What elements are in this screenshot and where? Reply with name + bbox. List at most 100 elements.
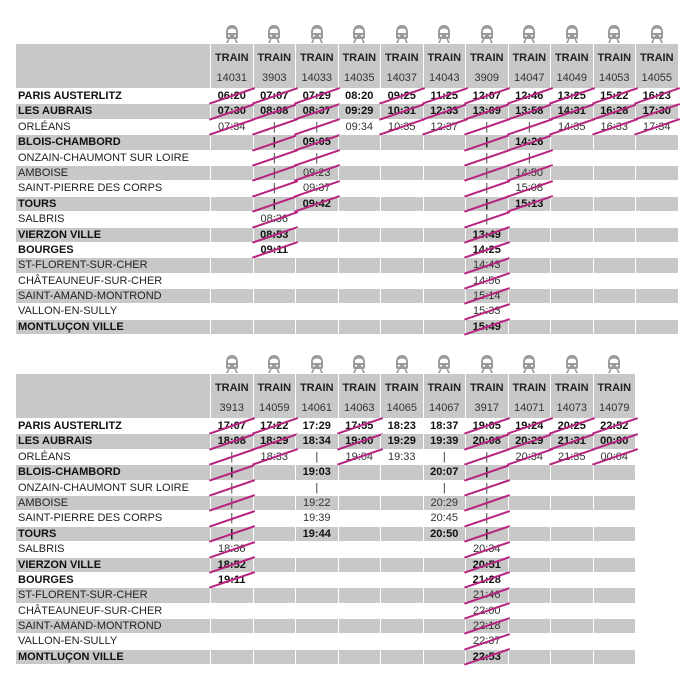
empty-cell [296,212,338,226]
empty-cell [509,604,551,618]
empty-cell [636,258,678,273]
cancelled-time-cell: 12:46 [509,89,551,103]
train-front-icon [466,352,508,373]
empty-cell [339,181,381,195]
train-front-icon [551,352,593,373]
empty-cell [296,227,338,242]
empty-cell [423,319,465,335]
empty-cell [339,634,381,648]
empty-cell [381,557,423,572]
time-cell: | [442,481,446,494]
empty-cell [594,542,636,556]
train-header: TRAIN 3909 [466,44,508,88]
empty-cell [636,243,678,257]
train-type-label: TRAIN [554,382,589,394]
train-front-icon [509,22,551,43]
empty-cell [254,604,296,618]
empty-cell [338,649,380,665]
empty-cell [636,196,678,212]
train-number: 14031 [216,72,248,84]
empty-cell [594,573,636,587]
train-number: 3903 [262,72,287,84]
train-type-label: TRAIN [469,382,504,394]
train-front-icon [296,22,338,43]
empty-cell [594,604,636,618]
empty-cell [423,227,465,242]
train-header: TRAIN 14031 [211,44,253,88]
empty-cell [551,151,593,165]
train-header: TRAIN 3913 [211,374,253,418]
cancelled-time-cell: | [254,120,296,134]
cancelled-time-cell: 17:07 [211,419,253,433]
train-header: TRAIN 14055 [636,44,678,88]
station-name: ST-FLORENT-SUR-CHER [16,258,210,273]
cancelled-time-cell: 21:46 [466,588,508,603]
train-type-label: TRAIN [597,52,632,64]
time-cell: 19:39 [423,434,465,449]
empty-cell [551,289,593,304]
empty-cell [338,289,380,304]
cancelled-time-cell: 20:34 [509,450,551,464]
empty-cell [424,181,466,195]
empty-cell [594,274,636,288]
station-name: ORLÉANS [18,120,71,133]
station-name: MONTLUÇON VILLE [16,649,210,665]
train-header: TRAIN 14061 [296,374,338,418]
empty-cell [338,165,380,181]
station-name: CHÂTEAUNEUF-SUR-CHER [18,604,163,617]
time-cell: 08:20 [345,90,374,102]
train-number: 14049 [556,72,588,84]
empty-cell [381,588,423,603]
empty-cell [509,634,551,648]
cancelled-time-cell: 10:31 [381,104,423,119]
cancelled-time-cell: | [253,196,295,212]
cancelled-time-cell: 14:43 [466,258,508,273]
empty-cell [381,258,423,273]
train-front-icon [296,352,338,373]
empty-cell [296,604,338,618]
cancelled-time-cell: 19:05 [466,419,508,433]
icon-spacer [16,352,210,373]
train-type-label: TRAIN [639,52,674,64]
train-header: TRAIN 14071 [508,374,550,418]
train-header: TRAIN 14043 [423,44,465,88]
cancelled-time-cell: 09:37 [296,181,338,195]
empty-cell [508,289,550,304]
cancelled-time-cell: | [466,212,508,226]
empty-cell [551,243,593,257]
train-front-icon [339,352,381,373]
train-type-label: TRAIN [427,382,462,394]
empty-cell [594,151,636,165]
empty-cell [423,165,465,181]
cancelled-time-cell: 09:05 [296,135,338,150]
empty-cell [424,542,466,556]
empty-cell [296,557,338,572]
empty-cell [211,649,253,665]
cancelled-time-cell: | [296,120,338,134]
station-name: SAINT-PIERRE DES CORPS [18,182,163,195]
train-header: TRAIN 14063 [338,374,380,418]
train-type-label: TRAIN [384,52,419,64]
empty-cell [381,526,423,542]
empty-cell [593,227,635,242]
cancelled-time-cell: 19:24 [509,419,551,433]
empty-cell [594,511,636,525]
empty-cell [381,227,423,242]
cancelled-time-cell: 06:20 [211,89,253,103]
cancelled-time-cell: 16:23 [636,89,678,103]
cancelled-time-cell: | [211,495,253,511]
empty-cell [381,619,423,634]
cancelled-time-cell: 17:30 [636,104,678,119]
empty-cell [424,634,466,648]
cancelled-time-cell: | [466,135,508,150]
station-name: AMBOISE [16,495,210,511]
train-type-label: TRAIN [299,52,334,64]
cancelled-time-cell: 19:04 [339,450,381,464]
cancelled-time-cell: 07:30 [211,104,253,119]
train-front-icon [636,22,678,43]
train-number: 14047 [513,72,545,84]
empty-cell [636,304,678,318]
empty-cell [339,212,381,226]
empty-cell [593,258,635,273]
timetable-evening: TRAIN 3913 TRAIN 14059 TRAIN 14061 TRAIN 14063 T… [16,352,636,665]
